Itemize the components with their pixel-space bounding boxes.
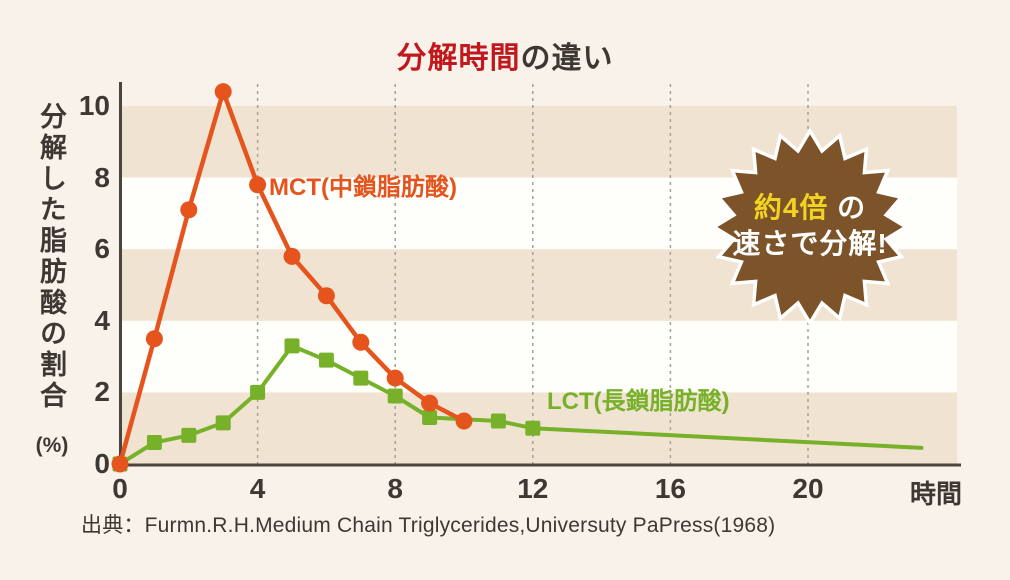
badge-text-line2: 速さで分解! <box>732 228 887 259</box>
title-rest: の違い <box>520 42 614 75</box>
lct-marker <box>284 338 300 354</box>
title-highlight: 分解時間 <box>396 42 521 75</box>
lct-series-label: LCT(長鎖脂肪酸) <box>547 388 730 415</box>
y-tick-label: 2 <box>94 376 110 408</box>
x-axis-unit-label: 時間 <box>909 479 962 509</box>
mct-series-label: MCT(中鎖脂肪酸) <box>269 174 457 201</box>
mct-marker <box>145 330 163 348</box>
source-citation: 出典：Furmn.R.H.Medium Chain Triglycerides,… <box>81 514 776 537</box>
lct-marker <box>353 370 369 386</box>
lct-marker <box>181 427 197 443</box>
mct-marker <box>421 394 439 412</box>
x-tick-label: 20 <box>792 473 824 504</box>
y-axis-unit: (%) <box>35 434 69 457</box>
starburst-badge-shape <box>710 127 910 327</box>
data-series <box>111 83 924 473</box>
mct-marker <box>455 412 473 430</box>
x-tick-label: 16 <box>654 473 686 504</box>
mct-marker <box>352 333 370 351</box>
x-tick-label: 0 <box>112 473 128 504</box>
badge-highlight-text: 約4倍 <box>754 191 829 223</box>
mct-marker <box>249 176 267 194</box>
badge-text-rest: の <box>837 192 866 223</box>
callout-badge: 約4倍 の 速さで分解! <box>710 127 910 327</box>
y-tick-label: 8 <box>94 161 110 193</box>
y-tick-label: 0 <box>94 448 110 479</box>
x-tick-label: 12 <box>517 473 549 504</box>
y-tick-label: 10 <box>78 90 110 121</box>
mct-marker <box>283 247 301 265</box>
mct-marker <box>111 455 129 473</box>
mct-marker <box>386 369 404 387</box>
mct-marker <box>180 201 198 219</box>
page-title: 分解時間の違い <box>0 33 1010 77</box>
lct-marker <box>215 415 231 431</box>
lct-marker <box>422 409 438 425</box>
axes <box>118 82 961 467</box>
y-tick-label: 6 <box>94 233 110 265</box>
x-tick-label: 4 <box>249 473 266 504</box>
y-tick-label: 4 <box>94 304 110 336</box>
lct-marker <box>146 435 162 451</box>
lct-marker <box>490 413 506 429</box>
stripe-band-white <box>121 320 957 393</box>
lct-marker <box>387 388 403 404</box>
x-tick-label: 8 <box>387 473 403 504</box>
mct-marker <box>214 83 232 101</box>
lct-marker <box>250 384 266 400</box>
y-axis-title: 分解した脂肪酸の割合 <box>36 102 66 412</box>
mct-marker <box>317 287 335 305</box>
lct-marker <box>525 420 541 436</box>
badge-text-line1: 約4倍 の <box>754 191 866 223</box>
lct-marker <box>318 352 334 368</box>
